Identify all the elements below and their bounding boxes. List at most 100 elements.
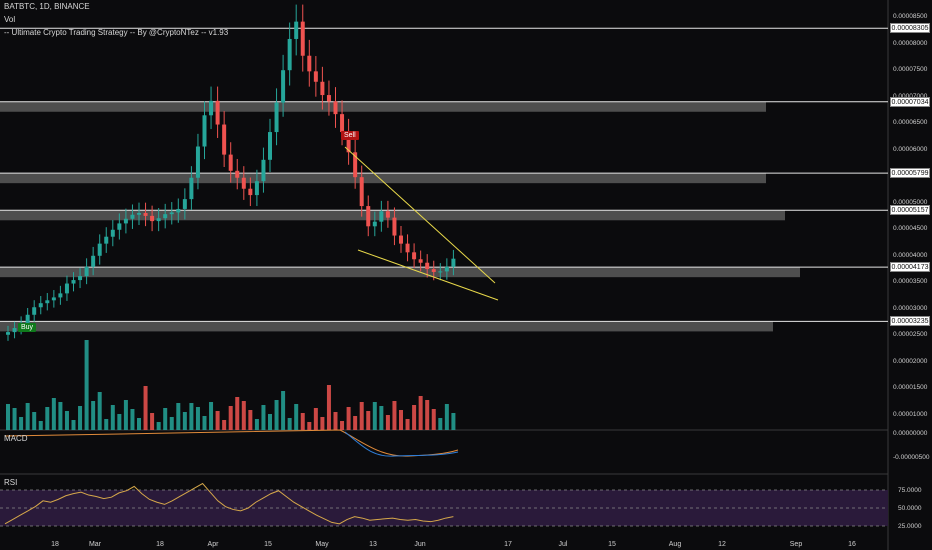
volume-bar — [385, 415, 390, 430]
volume-bar — [117, 414, 122, 430]
price-axis-label: 0.00008500 — [893, 13, 928, 20]
candle-body — [97, 243, 102, 256]
volume-bar — [64, 411, 69, 430]
candle-body — [241, 177, 246, 189]
candle-body — [195, 146, 200, 178]
candle-body — [412, 252, 417, 260]
date-axis-label: Mar — [88, 541, 102, 548]
price-axis-label: 0.00002000 — [893, 357, 928, 365]
rsi-axis-label: 25.0000 — [898, 523, 922, 530]
volume-bar — [254, 419, 259, 430]
price-axis-label: 0.00007500 — [893, 66, 928, 73]
volume-bar — [444, 404, 449, 430]
candle-body — [326, 95, 331, 102]
date-axis-label: 15 — [264, 541, 272, 548]
price-axis-label: 0.00006500 — [893, 119, 928, 126]
candle-body — [58, 293, 63, 298]
candle-body — [438, 271, 443, 273]
volume-bar — [268, 414, 272, 430]
volume-bar — [91, 401, 96, 430]
candle-body — [84, 266, 89, 277]
candle-body — [425, 262, 430, 270]
candle-body — [45, 300, 50, 304]
volume-bar — [156, 422, 161, 430]
volume-bar — [58, 402, 63, 430]
candle-body — [71, 280, 76, 284]
volume-bar — [130, 409, 135, 430]
zone-price-tag: 0.00005799 — [890, 168, 930, 179]
volume-bar — [300, 413, 305, 430]
volume-bar — [333, 412, 338, 430]
candle-body — [274, 102, 279, 133]
volume-bar — [313, 408, 318, 430]
candle-body — [340, 114, 345, 133]
zone-price-tag: 0.00007034 — [890, 96, 930, 107]
rsi-pane-label[interactable]: RSI — [4, 478, 18, 487]
price-axis-label: 0.00008000 — [893, 39, 928, 47]
volume-bar — [412, 405, 417, 430]
volume-bar — [110, 405, 115, 430]
macd-pane — [4, 429, 459, 457]
volume-bar — [19, 417, 24, 430]
date-axis-label: May — [315, 541, 329, 548]
grid-layer — [0, 0, 889, 550]
volume-bar — [209, 402, 214, 430]
candle-body — [117, 223, 122, 230]
volume-bar — [104, 419, 109, 430]
wedge-lower-line — [357, 249, 499, 301]
volume-bar — [379, 406, 384, 430]
price-axis-label: 0.00004000 — [893, 251, 928, 259]
volume-bar — [366, 411, 371, 430]
volume-bar — [248, 410, 253, 430]
date-axis-label: 16 — [848, 541, 856, 548]
candle-body — [32, 307, 37, 315]
candle-body — [366, 206, 371, 227]
candle-body — [6, 332, 10, 335]
volume-bar — [261, 405, 266, 430]
volume-bar — [281, 391, 286, 430]
volume-bar — [346, 407, 351, 430]
volume-indicator-label[interactable]: Vol — [4, 15, 16, 24]
price-axis-label: 0.00006000 — [893, 145, 928, 153]
volume-bar — [294, 404, 299, 430]
date-axis-label: 18 — [51, 541, 59, 548]
date-axis-label: Sep — [789, 541, 803, 548]
volume-bar — [32, 412, 37, 430]
zone-band — [0, 267, 800, 278]
candle-body — [228, 154, 233, 171]
candle-body — [248, 188, 253, 196]
volume-bar — [399, 410, 403, 430]
volume-bar — [38, 421, 43, 430]
volume-bar — [307, 422, 312, 430]
candle-body — [104, 236, 109, 244]
volume-bar — [71, 420, 76, 430]
date-axis-label: Jul — [558, 541, 568, 548]
candle-body — [51, 297, 56, 301]
candle-body — [209, 100, 214, 116]
volume-bar — [189, 403, 194, 430]
candle-body — [182, 199, 187, 209]
rsi-pane — [0, 482, 888, 527]
volume-bar — [405, 419, 410, 430]
candle-body — [110, 229, 115, 237]
volume-bar — [228, 406, 233, 430]
strategy-indicator-label[interactable]: -- Ultimate Crypto Trading Strategy -- B… — [4, 28, 229, 37]
volume-bar — [78, 406, 83, 430]
volume-bar — [215, 411, 220, 430]
candle-body — [431, 269, 436, 272]
candle-body — [313, 71, 318, 82]
candle-body — [399, 235, 403, 244]
volume-bar — [392, 401, 397, 430]
zone-band — [0, 210, 785, 221]
volume-bar — [137, 418, 141, 430]
candle-body — [281, 70, 286, 103]
macd-pane-label[interactable]: MACD — [4, 434, 28, 443]
volume-bar — [25, 403, 30, 430]
volume-bar — [163, 408, 168, 430]
candle-body — [215, 100, 220, 125]
price-axis-label: 0.00002500 — [893, 331, 928, 338]
candle-body — [307, 55, 312, 72]
symbol-title: BATBTC, 1D, BINANCE — [4, 2, 90, 11]
volume-bar — [235, 397, 240, 430]
